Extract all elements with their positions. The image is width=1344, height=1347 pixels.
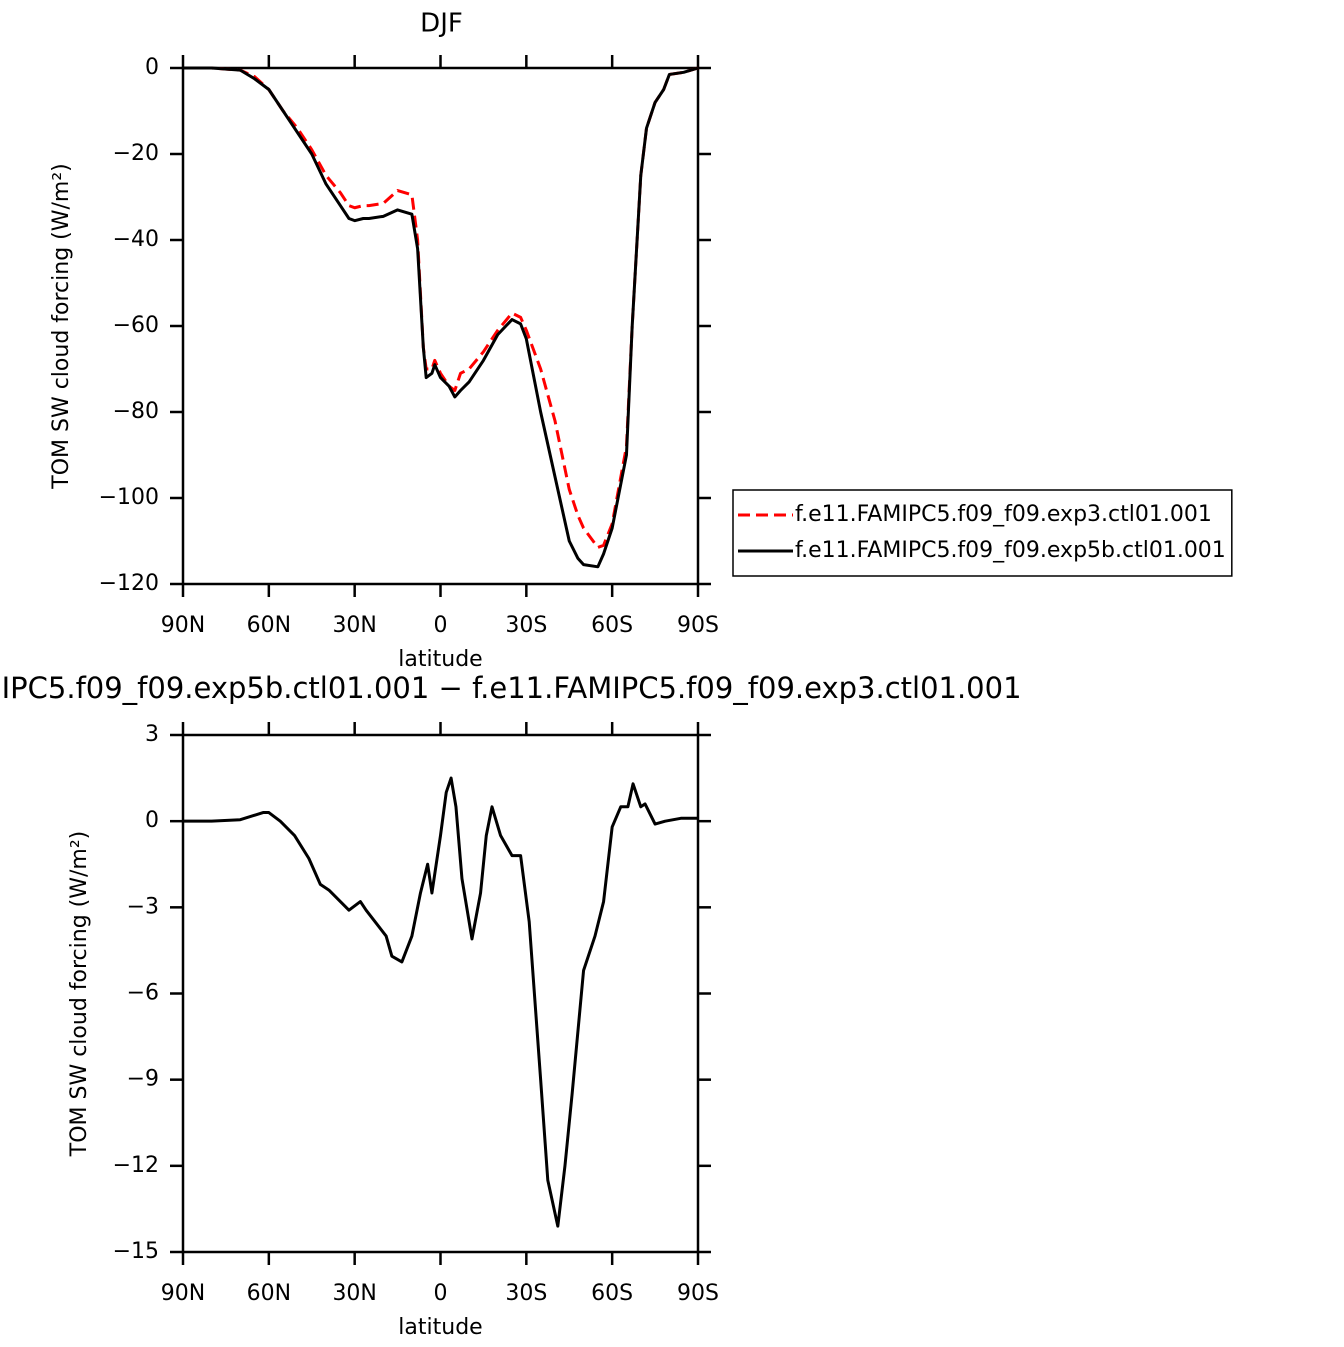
x-tick-label: 60N xyxy=(247,613,291,638)
data-line xyxy=(183,66,699,569)
y-tick-label: −40 xyxy=(113,227,159,252)
x-tick-label: 0 xyxy=(434,613,448,638)
y-tick-label: −100 xyxy=(99,485,159,510)
legend-frame xyxy=(732,489,1233,577)
y-tick-label: −20 xyxy=(113,141,159,166)
data-line xyxy=(183,776,698,1228)
y-tick-label: −12 xyxy=(113,1153,159,1178)
y-tick-label: −80 xyxy=(113,399,159,424)
x-tick-label: 30N xyxy=(332,613,376,638)
x-tick-label: 60S xyxy=(591,613,633,638)
x-axis-label: latitude xyxy=(398,647,482,672)
legend-label: f.e11.FAMIPC5.f09_f09.exp5b.ctl01.001 xyxy=(795,538,1226,563)
x-tick-label: 90N xyxy=(161,613,205,638)
x-tick-label: 60N xyxy=(247,1281,291,1306)
y-tick-label: 3 xyxy=(145,722,159,747)
chart-title: DJF xyxy=(420,9,463,39)
x-axis-label: latitude xyxy=(398,1315,482,1340)
x-tick-label: 30S xyxy=(505,613,547,638)
x-tick-label: 30S xyxy=(505,1281,547,1306)
y-tick-label: −9 xyxy=(127,1067,159,1092)
legend-label: f.e11.FAMIPC5.f09_f09.exp3.ctl01.001 xyxy=(795,502,1212,527)
y-tick-label: −15 xyxy=(113,1239,159,1264)
plot-frame xyxy=(181,66,700,586)
x-tick-label: 90S xyxy=(677,613,719,638)
y-tick-label: 0 xyxy=(145,55,159,80)
x-tick-label: 0 xyxy=(434,1281,448,1306)
x-tick-label: 90S xyxy=(677,1281,719,1306)
y-axis-label: TOM SW cloud forcing (W/m²) xyxy=(67,831,92,1157)
x-tick-label: 30N xyxy=(332,1281,376,1306)
y-tick-label: −6 xyxy=(127,981,159,1006)
legend: f.e11.FAMIPC5.f09_f09.exp3.ctl01.001 f.e1… xyxy=(732,489,1233,577)
y-tick-label: −120 xyxy=(99,571,159,596)
y-tick-label: −3 xyxy=(127,894,159,919)
chart-title: f.e11.FAMIPC5.f09_f09.exp5b.ctl01.001 − … xyxy=(0,671,1022,705)
x-tick-label: 60S xyxy=(591,1281,633,1306)
y-tick-label: −60 xyxy=(113,313,159,338)
y-tick-label: 0 xyxy=(145,808,159,833)
data-line xyxy=(183,66,699,549)
y-axis-label: TOM SW cloud forcing (W/m²) xyxy=(49,163,74,489)
x-tick-label: 90N xyxy=(161,1281,205,1306)
